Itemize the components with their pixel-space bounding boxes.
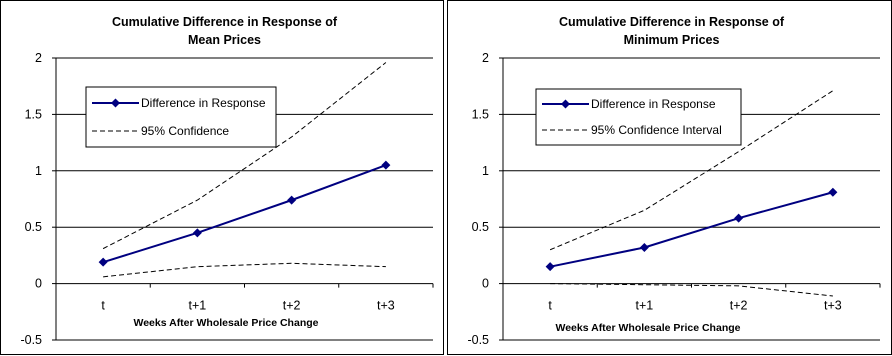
x-tick-label: t+2	[730, 299, 748, 313]
legend-marker	[561, 99, 570, 109]
data-point-marker	[192, 228, 202, 238]
confidence-band-line	[102, 62, 387, 250]
chart-title-line: Cumulative Difference in Response of	[559, 15, 785, 29]
difference-response-line	[102, 164, 387, 264]
y-tick-label: 0	[35, 277, 42, 291]
chart-minimum-prices: Cumulative Difference in Response of Mini…	[467, 15, 881, 347]
x-tick-label: t+1	[636, 299, 654, 313]
data-point-marker	[545, 262, 555, 272]
confidence-band-line	[103, 262, 386, 278]
x-tick-label: t+3	[377, 299, 395, 313]
data-point-marker	[639, 243, 649, 253]
y-tick-label: 1.5	[25, 107, 42, 121]
legend-marker	[111, 98, 120, 108]
legend-label: 95% Confidence	[141, 124, 229, 138]
confidence-band-line	[549, 90, 834, 251]
y-tick-label: 1	[482, 164, 489, 178]
legend-label: Difference in Response	[141, 96, 266, 110]
data-point-marker	[828, 187, 838, 197]
x-tick-label: t	[548, 299, 552, 313]
x-tick-label: t+2	[283, 299, 301, 313]
x-axis-label: Weeks After Wholesale Price Change	[556, 322, 741, 334]
legend-box	[535, 88, 742, 146]
data-point-marker	[381, 160, 391, 170]
y-tick-label: 0.5	[25, 220, 42, 234]
chart-mean-prices: Cumulative Difference in Response of Mean…	[20, 15, 434, 347]
chart-panel-minimum-prices: Cumulative Difference in Response of Mini…	[447, 0, 892, 355]
legend-box	[85, 86, 277, 148]
chart-title-line: Mean Prices	[188, 33, 261, 47]
y-tick-label: -0.5	[20, 333, 42, 347]
y-tick-label: 0.5	[472, 220, 489, 234]
data-point-marker	[98, 257, 108, 267]
chart-title-line: Minimum Prices	[624, 33, 720, 47]
y-tick-label: -0.5	[467, 333, 489, 347]
legend-label: Difference in Response	[591, 97, 716, 111]
x-tick-label: t+3	[824, 299, 842, 313]
difference-response-line	[549, 191, 834, 268]
x-tick-label: t	[101, 299, 105, 313]
y-tick-label: 0	[482, 277, 489, 291]
data-point-marker	[287, 195, 297, 205]
data-point-marker	[734, 213, 744, 223]
y-tick-label: 1.5	[472, 107, 489, 121]
y-tick-label: 1	[35, 164, 42, 178]
confidence-band-line	[550, 283, 833, 297]
y-tick-label: 2	[482, 51, 489, 65]
y-tick-label: 2	[35, 51, 42, 65]
x-tick-label: t+1	[189, 299, 207, 313]
x-axis-label: Weeks After Wholesale Price Change	[134, 317, 319, 329]
chart-title-line: Cumulative Difference in Response of	[112, 15, 338, 29]
chart-panel-mean-prices: Cumulative Difference in Response of Mean…	[0, 0, 444, 355]
legend-label: 95% Confidence Interval	[591, 123, 722, 137]
